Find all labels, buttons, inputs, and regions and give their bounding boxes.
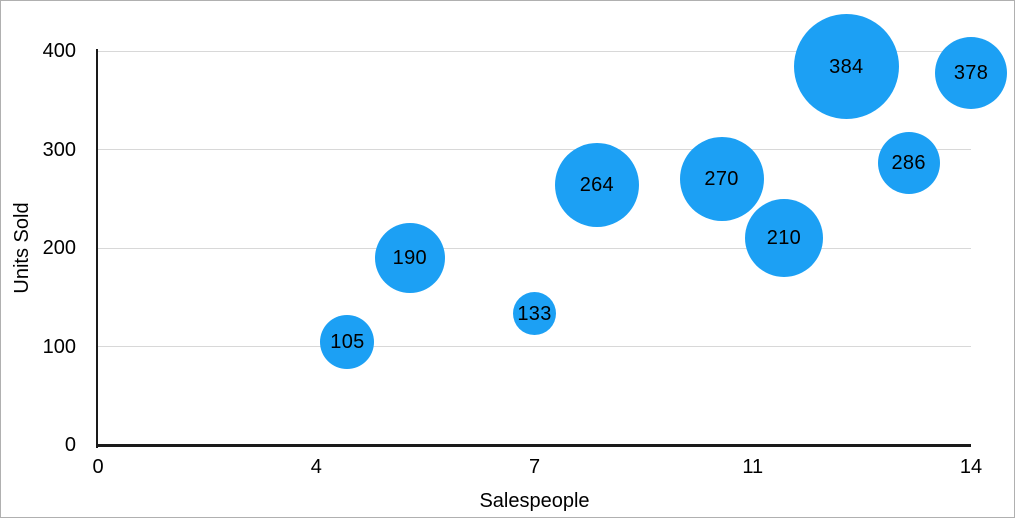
- gridline-200: [98, 247, 971, 249]
- bubble-270[interactable]: 270: [679, 137, 764, 222]
- y-tick-label-400: 400: [42, 40, 76, 62]
- x-axis-title: Salespeople: [479, 490, 590, 512]
- x-tick-label-14: 14: [959, 456, 983, 478]
- bubble-label: 270: [704, 168, 739, 191]
- bubble-105[interactable]: 105: [320, 314, 375, 369]
- bubble-286[interactable]: 286: [877, 132, 940, 195]
- bubble-label: 105: [330, 330, 365, 353]
- bubble-label: 210: [766, 227, 802, 250]
- bubble-label: 190: [392, 246, 427, 269]
- y-tick-label-300: 300: [42, 138, 76, 161]
- bubble-label: 264: [579, 173, 614, 196]
- gridline-300: [98, 149, 971, 150]
- bubble-label: 133: [517, 302, 552, 325]
- bubble-264[interactable]: 264: [554, 142, 639, 227]
- y-tick-label-0: 0: [64, 434, 76, 456]
- y-axis-title: Units Sold: [11, 202, 33, 294]
- bubble-label: 384: [829, 55, 864, 78]
- x-tick-label-0: 0: [92, 456, 104, 478]
- x-tick-label-7: 7: [528, 456, 541, 478]
- x-tick-label-11: 11: [742, 456, 764, 478]
- bubble-190[interactable]: 190: [374, 222, 445, 293]
- x-axis-line: [96, 444, 971, 447]
- bubble-label: 286: [891, 152, 926, 175]
- bubble-label: 378: [953, 61, 989, 84]
- x-tick-label-4: 4: [310, 456, 322, 478]
- bubble-384[interactable]: 384: [793, 14, 899, 120]
- bubble-210[interactable]: 210: [744, 199, 823, 278]
- bubble-133[interactable]: 133: [513, 292, 556, 336]
- y-axis-line: [96, 49, 98, 448]
- bubble-378[interactable]: 378: [935, 36, 1007, 109]
- gridline-400: [98, 50, 971, 52]
- y-tick-label-200: 200: [42, 237, 76, 259]
- y-tick-label-100: 100: [42, 335, 76, 358]
- gridline-100: [98, 346, 971, 347]
